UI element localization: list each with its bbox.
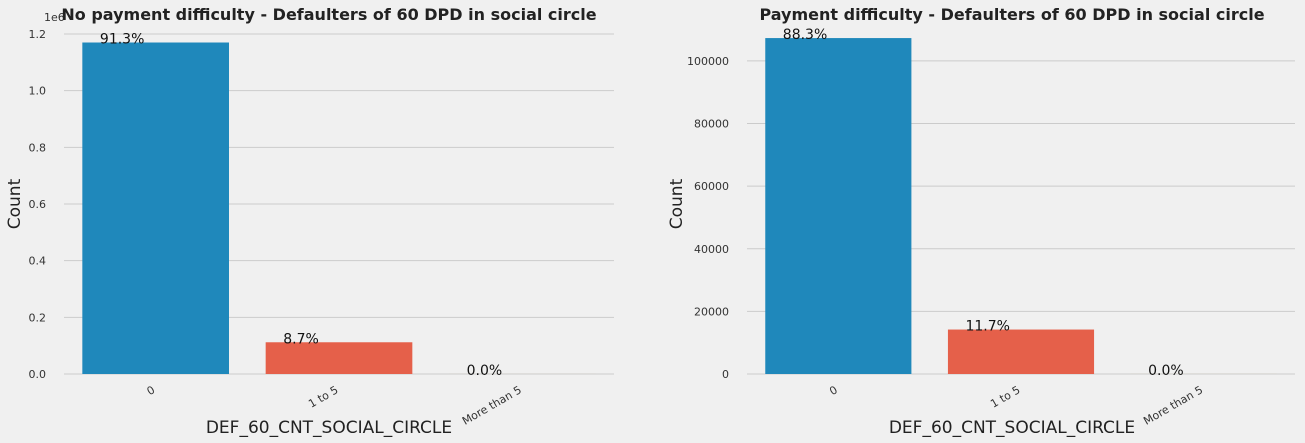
y-tick-label: 40000 <box>694 243 729 256</box>
y-tick-label: 0.8 <box>29 141 47 154</box>
y-tick-label: 0.4 <box>29 255 47 268</box>
bar-value-label: 8.7% <box>283 331 319 347</box>
y-axis-label: Count <box>5 178 25 229</box>
y-tick-label: 20000 <box>694 305 729 318</box>
bar-0 <box>765 38 912 375</box>
y-tick-label: 0.6 <box>29 198 47 211</box>
y-tick-label: 1.2 <box>29 28 47 41</box>
x-axis-label: DEF_60_CNT_SOCIAL_CIRCLE <box>206 418 452 438</box>
bar-value-label: 11.7% <box>965 319 1009 335</box>
x-tick-label: 0 <box>145 383 158 398</box>
bar-1 <box>265 342 413 374</box>
bar-value-label: 91.3% <box>100 32 144 48</box>
x-tick-label: 0 <box>827 383 840 398</box>
chart-title: Payment difficulty - Defaulters of 60 DP… <box>759 5 1264 24</box>
x-tick-label: 1 to 5 <box>306 383 340 410</box>
y-offset-label: 1e6 <box>44 11 65 24</box>
bar-value-label: 88.3% <box>783 27 827 43</box>
x-axis-label: DEF_60_CNT_SOCIAL_CIRCLE <box>889 418 1135 438</box>
y-tick-label: 1.0 <box>29 85 47 98</box>
x-tick-label: 1 to 5 <box>988 383 1022 410</box>
y-tick-label: 0.2 <box>29 311 47 324</box>
y-tick-label: 80000 <box>694 118 729 131</box>
chart-no-payment-difficulty: 0.0 0.2 0.4 0.6 0.8 1.0 1.2 1e6 91.3% 0 8.7% 1 to 5… <box>5 5 614 438</box>
y-tick-label: 60000 <box>694 180 729 193</box>
y-tick-label: 100000 <box>687 55 729 68</box>
y-axis-label: Count <box>667 178 687 229</box>
bar-value-label: 0.0% <box>467 363 503 379</box>
y-tick-label: 0.0 <box>29 368 47 381</box>
bar-value-label: 0.0% <box>1148 363 1184 379</box>
y-tick-label: 0 <box>722 368 729 381</box>
chart-title: No payment difficulty - Defaulters of 60… <box>61 5 596 24</box>
chart-payment-difficulty: 0 20000 40000 60000 80000 100000 88.3% 0 11.7% 1 … <box>667 5 1295 438</box>
bar-0 <box>82 42 229 374</box>
x-tick-label: More than 5 <box>1141 383 1205 427</box>
bar-1 <box>947 329 1095 374</box>
x-tick-label: More than 5 <box>460 383 524 427</box>
